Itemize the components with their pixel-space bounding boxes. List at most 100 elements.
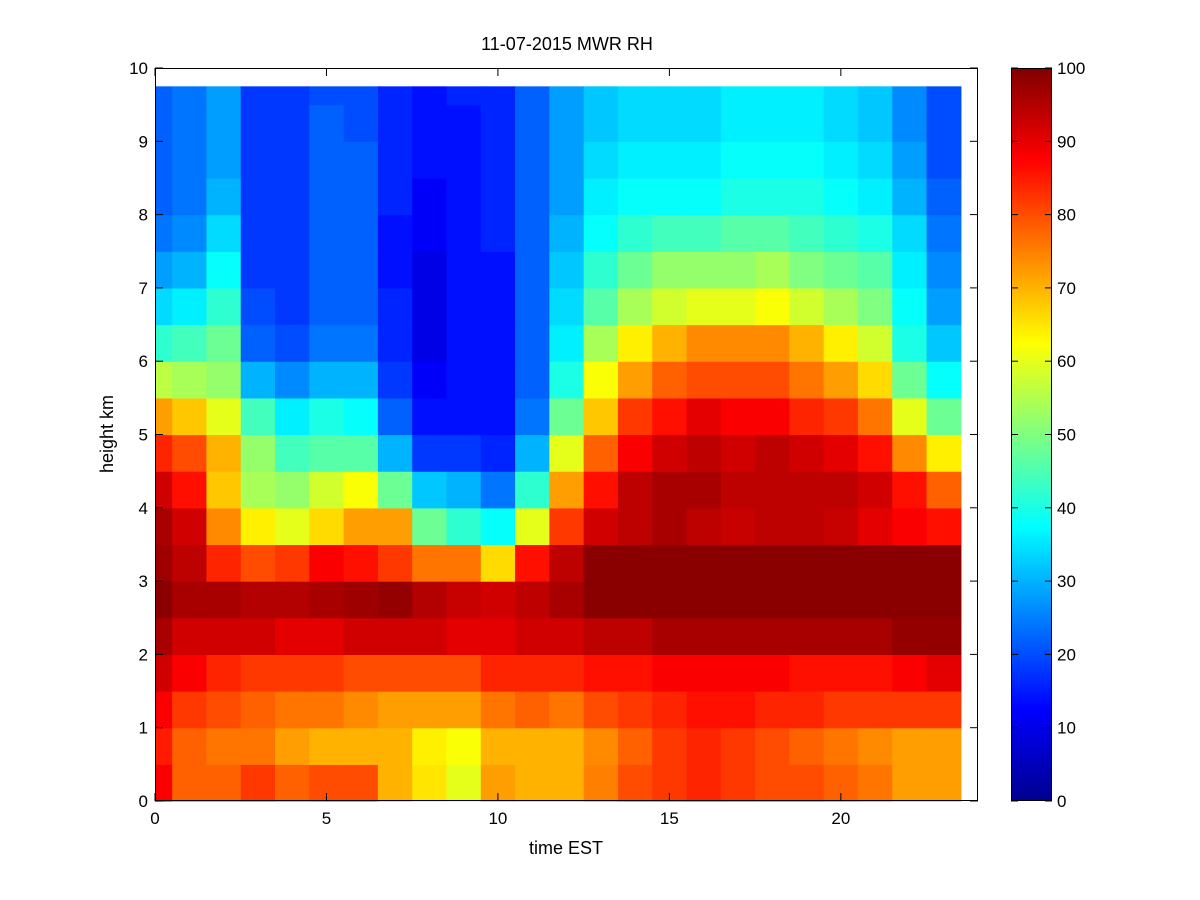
- heatmap-cell: [172, 104, 208, 142]
- heatmap-cell: [652, 434, 688, 472]
- heatmap-cell: [343, 86, 379, 106]
- heatmap-cell: [686, 287, 722, 326]
- heatmap-cell: [617, 727, 653, 765]
- heatmap-cell: [206, 251, 242, 289]
- heatmap-cell: [549, 104, 585, 142]
- colorbar-tick-label: 0: [1057, 792, 1066, 811]
- heatmap-cell: [515, 654, 550, 692]
- y-tick-label: 7: [139, 279, 148, 298]
- heatmap-cell: [412, 287, 448, 326]
- heatmap-cell: [926, 727, 962, 765]
- heatmap-cell: [720, 544, 756, 582]
- heatmap-cell: [857, 287, 893, 326]
- heatmap-cell: [583, 654, 619, 692]
- heatmap-cell: [549, 324, 585, 362]
- heatmap-cell: [549, 617, 585, 655]
- heatmap-cell: [377, 581, 413, 619]
- heatmap-cell: [857, 544, 893, 582]
- heatmap-cell: [617, 86, 653, 106]
- heatmap-cell: [172, 86, 208, 106]
- heatmap-cell: [172, 764, 208, 802]
- x-axis-label: time EST: [529, 838, 603, 858]
- heatmap-cell: [515, 691, 550, 729]
- heatmap-cell: [343, 214, 379, 252]
- heatmap-cell: [617, 654, 653, 692]
- heatmap-cell: [377, 86, 413, 106]
- heatmap-cell: [720, 617, 756, 655]
- heatmap-cell: [892, 434, 928, 472]
- heatmap-cell: [155, 397, 173, 436]
- heatmap-cell: [172, 361, 208, 399]
- heatmap-cell: [275, 581, 310, 619]
- x-tick-label: 10: [488, 809, 507, 828]
- heatmap-cell: [892, 324, 928, 362]
- heatmap-cell: [789, 727, 825, 765]
- heatmap-cell: [892, 764, 928, 802]
- heatmap-cell: [343, 471, 379, 509]
- heatmap-cell: [480, 177, 516, 216]
- heatmap-cell: [617, 471, 653, 509]
- heatmap-cell: [617, 104, 653, 142]
- heatmap-cell: [583, 397, 619, 436]
- colorbar-tick-label: 20: [1057, 645, 1076, 664]
- y-tick-label: 0: [139, 792, 148, 811]
- heatmap-cell: [206, 764, 242, 802]
- heatmap-cell: [309, 86, 345, 106]
- heatmap-cell: [926, 177, 962, 216]
- heatmap-cell: [652, 251, 688, 289]
- heatmap-cell: [892, 544, 928, 582]
- heatmap-cell: [789, 361, 825, 399]
- heatmap-cell: [275, 361, 310, 399]
- heatmap-cell: [309, 581, 345, 619]
- heatmap-cell: [206, 617, 242, 655]
- heatmap-cell: [583, 434, 619, 472]
- heatmap-cell: [412, 544, 448, 582]
- heatmap-cell: [857, 251, 893, 289]
- heatmap-cell: [446, 434, 482, 472]
- heatmap-cell: [309, 177, 345, 216]
- y-tick-label: 6: [139, 352, 148, 371]
- heatmap-cell: [412, 691, 448, 729]
- heatmap-cell: [617, 141, 653, 179]
- heatmap-cell: [549, 581, 585, 619]
- heatmap-cell: [652, 214, 688, 252]
- heatmap-cell: [823, 361, 859, 399]
- heatmap-cell: [275, 691, 310, 729]
- heatmap-cell: [275, 324, 310, 362]
- heatmap-cell: [686, 86, 722, 106]
- heatmap-cell: [155, 104, 173, 142]
- heatmap-cell: [720, 727, 756, 765]
- heatmap-cell: [549, 727, 585, 765]
- heatmap-cell: [412, 617, 448, 655]
- colorbar-tick-labels: 0 10 20 30 40 50 60 70 80 90 100: [1057, 59, 1085, 811]
- heatmap-cell: [789, 764, 825, 802]
- heatmap-cell: [343, 251, 379, 289]
- heatmap-cell: [686, 764, 722, 802]
- heatmap-cell: [515, 727, 550, 765]
- heatmap-cell: [549, 764, 585, 802]
- heatmap-cell: [652, 177, 688, 216]
- heatmap-cell: [377, 104, 413, 142]
- heatmap-cell: [823, 397, 859, 436]
- heatmap-cell: [343, 764, 379, 802]
- heatmap-cell: [926, 361, 962, 399]
- heatmap-cell: [857, 581, 893, 619]
- heatmap-cell: [686, 141, 722, 179]
- heatmap-cell: [617, 544, 653, 582]
- heatmap-cell: [549, 397, 585, 436]
- heatmap-cell: [275, 397, 310, 436]
- heatmap-cell: [823, 86, 859, 106]
- heatmap-cell: [480, 287, 516, 326]
- heatmap-cell: [583, 507, 619, 546]
- heatmap-cell: [446, 727, 482, 765]
- heatmap-cell: [377, 507, 413, 546]
- heatmap-cell: [755, 507, 790, 546]
- colorbar-tick-label: 100: [1057, 59, 1085, 78]
- heatmap-cell: [652, 654, 688, 692]
- heatmap-cell: [652, 104, 688, 142]
- heatmap-cell: [206, 361, 242, 399]
- y-axis-label: height km: [97, 395, 117, 473]
- heatmap-cell: [583, 764, 619, 802]
- heatmap-cell: [343, 397, 379, 436]
- heatmap-cell: [446, 397, 482, 436]
